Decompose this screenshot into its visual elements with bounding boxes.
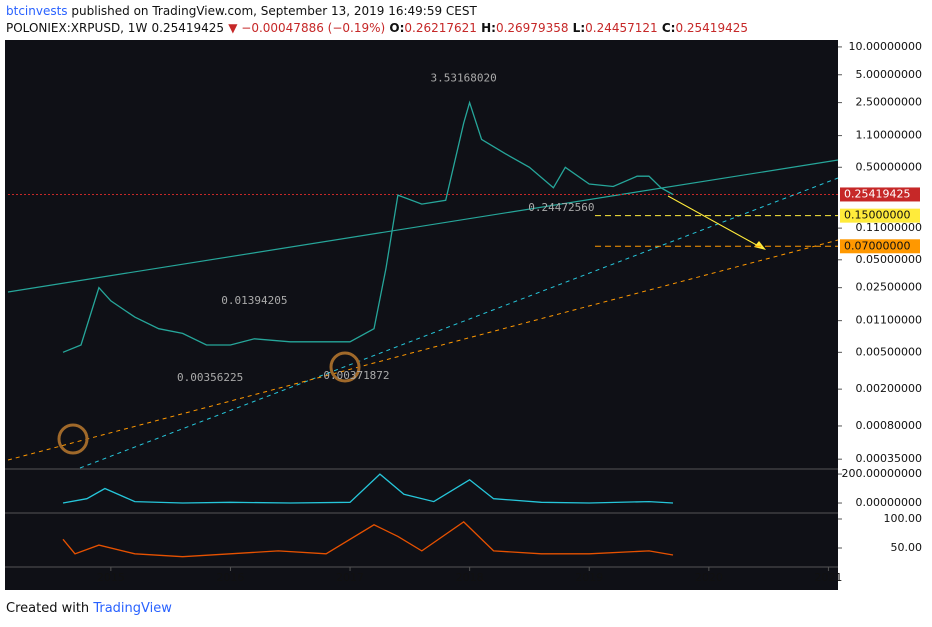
symbol-line: POLONIEX:XRPUSD, 1W 0.25419425 ▼ −0.0004… (6, 21, 748, 35)
ohlc-value: 0.25419425 (675, 21, 748, 35)
y-tick-label: 100.00 (884, 512, 923, 525)
level-box (840, 239, 920, 254)
brand[interactable]: TradingView (93, 601, 172, 616)
ohlc-label: C: (661, 21, 676, 35)
footer: Created with TradingView (6, 601, 172, 616)
y-tick-label: 1.10000000 (856, 129, 922, 142)
y-tick-label: 0.05000000 (856, 253, 922, 266)
x-tick-label: 2019 (575, 571, 603, 584)
y-tick-label: 0.50000000 (856, 160, 922, 173)
ohlc-label: H: (481, 21, 496, 35)
change: ▼ −0.00047886 (−0.19%) (228, 21, 386, 35)
circle-marker (329, 351, 361, 383)
y-tick-label: 200.00000000 (842, 467, 922, 480)
footer-text: Created with (6, 601, 90, 616)
level-box (840, 208, 920, 223)
y-tick-label: 0.01100000 (856, 314, 922, 327)
ohlc-label: L: (572, 21, 586, 35)
x-tick-label: 2021 (814, 571, 842, 584)
x-tick-label: 2020 (695, 571, 723, 584)
circle-marker (57, 423, 89, 455)
y-tick-label: 0.02500000 (856, 281, 922, 294)
level-label: 0.25419425 (844, 187, 910, 200)
price-line (62, 521, 674, 558)
ohlc-value: 0.26217621 (404, 21, 477, 35)
annotation: 3.53168020 (431, 72, 497, 85)
x-tick-label: 2015 (97, 571, 125, 584)
ohlc-value: 0.26979358 (495, 21, 569, 35)
annotation: 0.00371872 (323, 369, 389, 382)
y-tick-label: 2.50000000 (856, 96, 922, 109)
y-tick-label: 50.00 (891, 541, 923, 554)
y-tick-label: 0.00035000 (856, 452, 922, 465)
chart: 10.00000000 5.00000000 2.50000000 1.1000000… (5, 40, 923, 590)
symbol: POLONIEX:XRPUSD, 1W (6, 21, 148, 35)
x-tick-label: 2016 (216, 571, 244, 584)
last: 0.25419425 (151, 21, 225, 35)
x-tick-label: 2018 (456, 571, 484, 584)
x-tick-label: 2017 (336, 571, 364, 584)
plot-background (5, 40, 838, 590)
y-tick-label: 0.11000000 (856, 221, 922, 234)
level-box (840, 187, 920, 202)
y-tick-label: 10.00000000 (849, 40, 922, 53)
price-line (62, 473, 674, 504)
y-tick-label: 0.00200000 (856, 382, 922, 395)
annotation: 0.01394205 (221, 294, 287, 307)
trendline (7, 159, 839, 293)
ohlc-value: 0.24457121 (585, 21, 658, 35)
y-tick-label: 0.00500000 (856, 345, 922, 358)
ohlc-label: O: (389, 21, 405, 35)
y-tick-label: 0.00080000 (856, 419, 922, 432)
arrow (667, 195, 763, 249)
author[interactable]: btcinvests (6, 4, 68, 18)
annotation: 0.24472560 (528, 201, 594, 214)
publish-line: btcinvests published on TradingView.com,… (6, 4, 477, 18)
annotation: 0.00356225 (177, 371, 243, 384)
level-label: 0.07000000 (844, 239, 910, 252)
price-line (62, 100, 674, 353)
published: published on TradingView.com, September … (71, 4, 477, 18)
arrow-head (754, 241, 766, 250)
y-tick-label: 0.00000000 (856, 496, 922, 509)
level-label: 0.15000000 (844, 209, 910, 222)
trendline (7, 239, 839, 461)
y-tick-label: 5.00000000 (856, 68, 922, 81)
